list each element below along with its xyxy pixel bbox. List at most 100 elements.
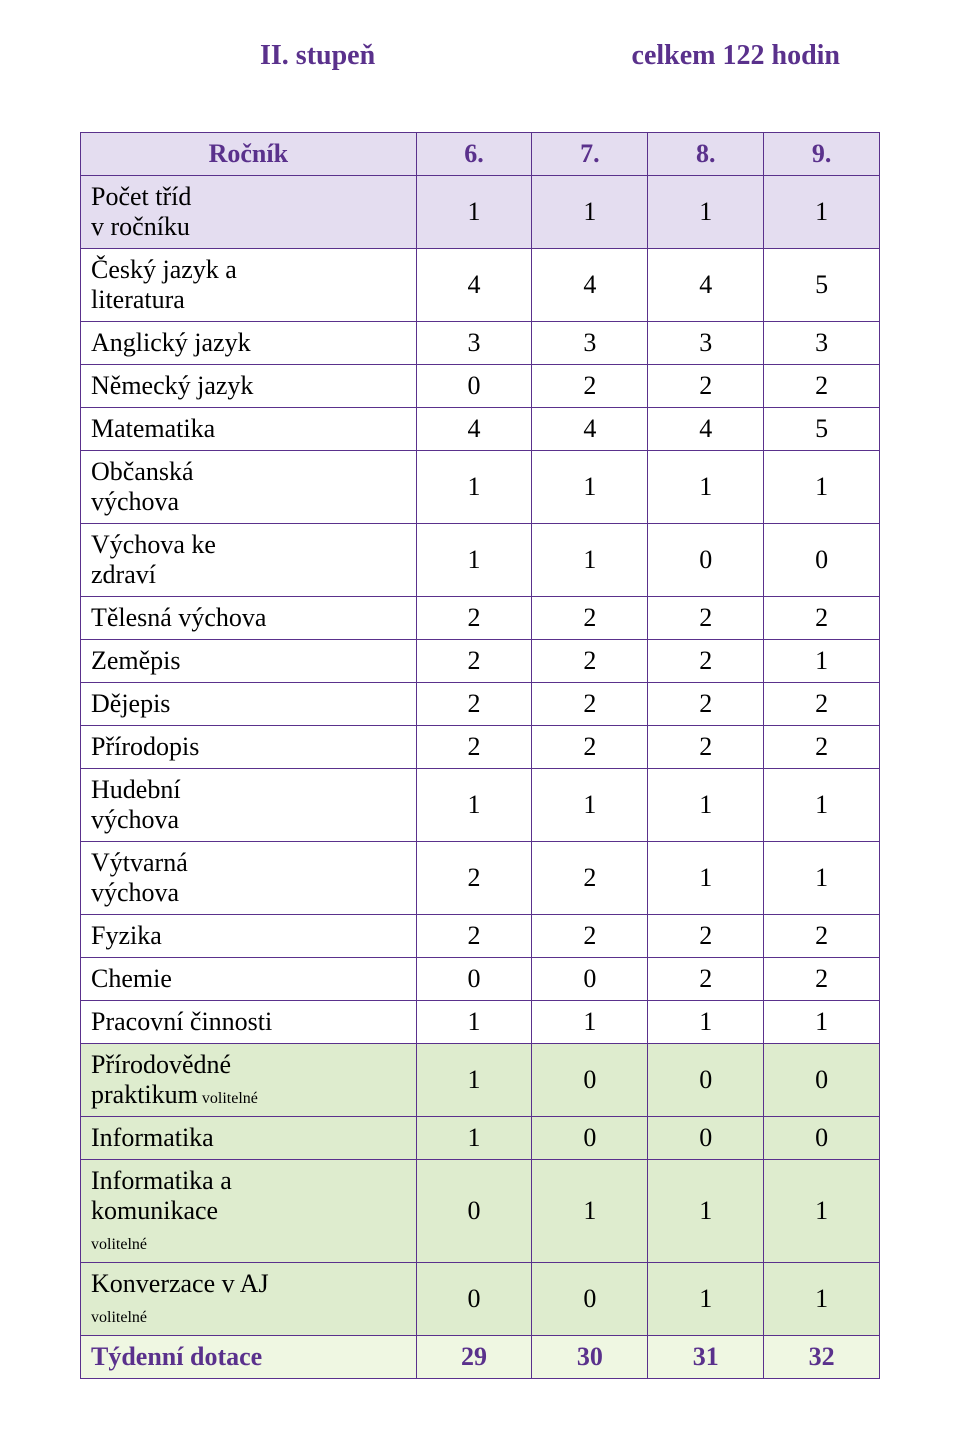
row-label-suffix: volitelné (91, 1309, 147, 1326)
row-label-line: komunikace (91, 1196, 218, 1225)
row-label-line: Konverzace v AJ (91, 1269, 269, 1298)
row-label-line: Anglický jazyk (91, 328, 251, 357)
row-value: 1 (416, 1117, 532, 1160)
row-label-line: Informatika a (91, 1166, 232, 1195)
row-value: 1 (764, 1160, 880, 1263)
table-row: Ročník6.7.8.9. (81, 133, 880, 176)
row-label: Anglický jazyk (81, 322, 417, 365)
table-row: Pracovní činnosti1111 (81, 1001, 880, 1044)
row-value: 1 (416, 524, 532, 597)
row-value: 0 (648, 1044, 764, 1117)
row-value: 30 (532, 1336, 648, 1379)
heading-row: II. stupeň celkem 122 hodin (80, 40, 880, 72)
row-value: 2 (648, 915, 764, 958)
row-value: 1 (764, 176, 880, 249)
row-value: 1 (416, 451, 532, 524)
row-label: Konverzace v AJ volitelné (81, 1263, 417, 1336)
row-value: 1 (648, 176, 764, 249)
table-row: Týdenní dotace29303132 (81, 1336, 880, 1379)
row-value: 32 (764, 1336, 880, 1379)
row-value: 0 (416, 958, 532, 1001)
row-value: 2 (532, 915, 648, 958)
row-value: 1 (416, 176, 532, 249)
row-label-line: Tělesná výchova (91, 603, 266, 632)
row-value: 4 (416, 408, 532, 451)
row-value: 2 (648, 958, 764, 1001)
row-value: 2 (764, 683, 880, 726)
row-value: 1 (648, 1160, 764, 1263)
timetable-body: Ročník6.7.8.9.Počet třídv ročníku1111Čes… (81, 133, 880, 1379)
row-label-line: Fyzika (91, 921, 162, 950)
row-label-line: Matematika (91, 414, 215, 443)
row-value: 2 (648, 726, 764, 769)
heading-right: celkem 122 hodin (632, 40, 840, 72)
row-label-line: Hudební (91, 775, 181, 804)
row-label: Fyzika (81, 915, 417, 958)
table-row: Občanskávýchova1111 (81, 451, 880, 524)
table-row: Výchova kezdraví1100 (81, 524, 880, 597)
table-row: Německý jazyk0222 (81, 365, 880, 408)
row-value: 2 (648, 597, 764, 640)
row-label-line: Týdenní dotace (91, 1342, 262, 1371)
row-value: 1 (764, 769, 880, 842)
row-label: Pracovní činnosti (81, 1001, 417, 1044)
row-value: 4 (532, 249, 648, 322)
row-value: 1 (764, 451, 880, 524)
row-label-line: Počet tříd (91, 182, 191, 211)
row-value: 2 (648, 640, 764, 683)
table-row: Anglický jazyk3333 (81, 322, 880, 365)
row-label-line: Zeměpis (91, 646, 181, 675)
row-value: 5 (764, 249, 880, 322)
row-value: 0 (532, 1263, 648, 1336)
row-value: 0 (416, 365, 532, 408)
table-row: Přírodopis2222 (81, 726, 880, 769)
row-label: Hudebnívýchova (81, 769, 417, 842)
row-value: 1 (648, 842, 764, 915)
row-value: 2 (416, 683, 532, 726)
row-value: 2 (764, 915, 880, 958)
row-value: 1 (416, 1044, 532, 1117)
table-row: Tělesná výchova2222 (81, 597, 880, 640)
row-label: Výtvarnávýchova (81, 842, 417, 915)
row-value: 1 (764, 1001, 880, 1044)
row-value: 1 (648, 769, 764, 842)
row-value: 1 (532, 176, 648, 249)
row-label: Přírodovědnépraktikum volitelné (81, 1044, 417, 1117)
row-value: 2 (648, 683, 764, 726)
row-value: 2 (532, 842, 648, 915)
row-label-line: Přírodovědné (91, 1050, 231, 1079)
row-label-line: Německý jazyk (91, 371, 253, 400)
row-value: 2 (532, 640, 648, 683)
row-value: 2 (416, 640, 532, 683)
row-value: 4 (532, 408, 648, 451)
table-row: Chemie0022 (81, 958, 880, 1001)
table-row: Informatika akomunikacevolitelné0111 (81, 1160, 880, 1263)
row-label-line: Výchova ke (91, 530, 216, 559)
table-row: Hudebnívýchova1111 (81, 769, 880, 842)
row-value: 0 (416, 1263, 532, 1336)
row-label: Matematika (81, 408, 417, 451)
table-row: Výtvarnávýchova2211 (81, 842, 880, 915)
row-value: 6. (416, 133, 532, 176)
row-label-line: literatura (91, 285, 185, 314)
row-label-line: výchova (91, 805, 179, 834)
row-value: 5 (764, 408, 880, 451)
row-value: 1 (532, 769, 648, 842)
row-label-line: Občanská (91, 457, 194, 486)
row-value: 0 (648, 1117, 764, 1160)
row-value: 4 (648, 408, 764, 451)
row-value: 0 (764, 1044, 880, 1117)
row-value: 3 (648, 322, 764, 365)
row-label-line: praktikum (91, 1080, 198, 1109)
row-value: 1 (532, 1160, 648, 1263)
row-value: 1 (532, 1001, 648, 1044)
row-value: 0 (764, 1117, 880, 1160)
row-label: Tělesná výchova (81, 597, 417, 640)
row-value: 4 (416, 249, 532, 322)
row-value: 1 (764, 1263, 880, 1336)
row-value: 1 (648, 451, 764, 524)
table-row: Zeměpis2221 (81, 640, 880, 683)
row-label: Zeměpis (81, 640, 417, 683)
row-value: 8. (648, 133, 764, 176)
row-value: 2 (764, 365, 880, 408)
